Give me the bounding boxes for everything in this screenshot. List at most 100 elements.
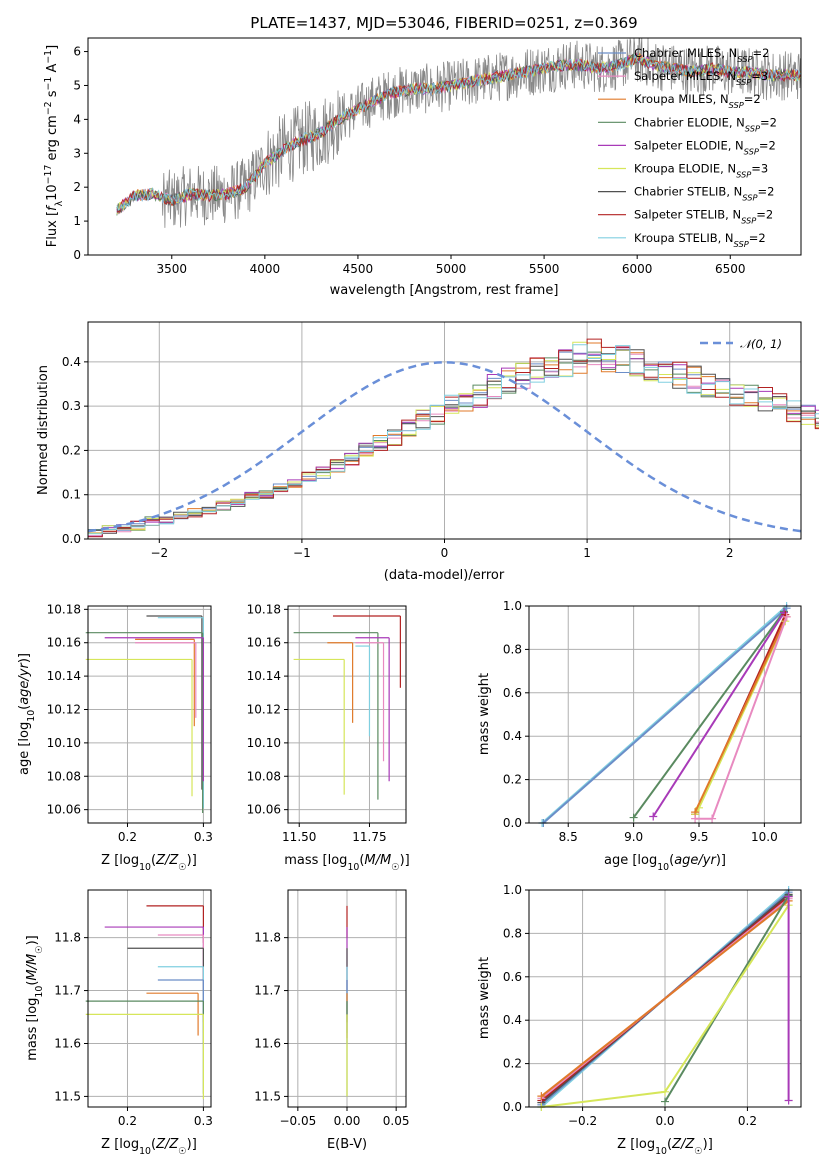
metallicity-age-chart: 0.2 0.3 10.06 10.08 10.10 10.12 10.14 10.16 10.1… [17, 602, 213, 872]
weight-point-marker [784, 1096, 793, 1105]
y-tick-label: 10.14 [47, 669, 81, 683]
legend-label: Chabrier MILES, NSSP=2 [634, 46, 769, 64]
x-tick-label: 6500 [715, 262, 746, 276]
y-tick-label: 0.8 [503, 642, 522, 656]
x-tick-label: 5500 [529, 262, 560, 276]
axes-frame [87, 889, 212, 1108]
x-tick-label: 0.05 [383, 1114, 410, 1128]
age-weight-chart: 8.5 9.0 9.5 10.0 0.0 0.2 0.4 0.6 0.8 1.0 age [log1… [477, 599, 802, 873]
mass-age-chart: 11.50 11.75 10.06 10.08 10.10 10.12 10.14 10.16… [247, 602, 410, 872]
metallicity-mass-chart: 0.2 0.3 11.5 11.6 11.7 11.8 Z [log10(Z/Z☉)] mas… [25, 889, 213, 1157]
y-tick-label: 1 [73, 214, 81, 228]
y-tick-label: 0.4 [503, 1013, 522, 1027]
legend-label: Kroupa ELODIE, NSSP=3 [634, 162, 768, 180]
y-tick-label: 2 [73, 180, 81, 194]
x-axis-label: Z [log10(Z/Z☉)] [101, 853, 197, 873]
y-tick-label: 0.6 [503, 686, 522, 700]
y-tick-label: 0.6 [503, 970, 522, 984]
legend: Chabrier MILES, NSSP=2 Salpeter MILES, NS… [598, 46, 777, 249]
plot-area [85, 615, 205, 813]
weight-line-chabrier-miles [542, 607, 788, 824]
y-tick-label: 11.7 [54, 984, 81, 998]
plot-area [538, 602, 791, 827]
x-tick-label: 9.0 [624, 830, 643, 844]
y-axis-label: mass [log10(M/M☉)] [25, 935, 45, 1061]
histogram-chabrier-stelib [88, 349, 819, 534]
y-tick-label: 6 [73, 45, 81, 59]
weight-line-chabrier-elodie [632, 610, 785, 819]
x-tick-label: 4500 [343, 262, 374, 276]
x-tick-label: −0.2 [568, 1114, 597, 1128]
y-tick-label: 10.16 [247, 636, 281, 650]
plot-area [116, 37, 802, 228]
axes-frame [87, 37, 802, 256]
x-tick-label: 0.3 [194, 830, 213, 844]
normal-distribution-curve [87, 361, 802, 533]
axes-frame [87, 605, 212, 824]
x-tick-label: 0 [441, 546, 449, 560]
y-tick-label: 0.0 [503, 816, 522, 830]
y-tick-label: 11.8 [54, 931, 81, 945]
y-tick-label: 0.4 [503, 729, 522, 743]
x-tick-label: −0.05 [279, 1114, 316, 1128]
y-tick-label: 11.6 [254, 1036, 281, 1050]
weight-line-salpeter-elodie [652, 611, 785, 818]
y-tick-label: 10.12 [47, 702, 81, 716]
metallicity-weight-chart: −0.2 0.0 0.2 0.0 0.2 0.4 0.6 0.8 1.0 Z [log10(Z/Z… [477, 883, 802, 1157]
x-axis-label: wavelength [Angstrom, rest frame] [330, 283, 559, 298]
y-tick-label: 0 [73, 248, 81, 262]
residual-histogram-chart: −2 −1 0 1 2 0.0 0.1 0.2 0.3 0.4 (data-model)/error… [36, 321, 819, 583]
weight-point-marker [661, 1087, 669, 1096]
x-axis-label: mass [log10(M/M☉)] [284, 853, 410, 873]
y-tick-label: 10.16 [47, 636, 81, 650]
x-tick-label: 0.2 [738, 1114, 757, 1128]
y-axis-label: mass weight [477, 957, 492, 1039]
y-tick-label: 11.5 [254, 1089, 281, 1103]
y-tick-label: 11.8 [254, 931, 281, 945]
spectrum-chart: 3500 4000 4500 5000 5500 6000 6500 0 1 2 3 4 5 6 PLATE… [43, 14, 802, 298]
x-tick-label: 11.75 [352, 830, 386, 844]
plot-area [293, 615, 401, 800]
weight-point-marker [661, 1097, 669, 1106]
x-tick-label: 0.2 [118, 1114, 137, 1128]
y-tick-label: 5 [73, 78, 81, 92]
axes-frame [287, 605, 407, 824]
x-axis-label: age [log10(age/yr)] [604, 853, 726, 873]
weight-line-kroupa-miles [694, 616, 788, 813]
y-tick-label: 10.08 [47, 769, 81, 783]
y-tick-label: 11.5 [54, 1089, 81, 1103]
weight-point-marker [782, 612, 791, 621]
y-tick-label: 10.18 [247, 602, 281, 616]
weight-point-marker [691, 814, 700, 823]
y-tick-label: 0.2 [503, 1057, 522, 1071]
y-tick-label: 0.2 [62, 443, 81, 457]
y-tick-label: 10.10 [247, 736, 281, 750]
x-tick-label: 0.00 [334, 1114, 361, 1128]
chart-title: PLATE=1437, MJD=53046, FIBERID=0251, z=0… [250, 14, 637, 32]
legend-label: 𝒩(0, 1) [740, 337, 782, 351]
x-tick-label: −2 [150, 546, 168, 560]
x-tick-label: 0.0 [655, 1114, 674, 1128]
weight-line-kroupa-miles [540, 900, 790, 1097]
extinction-mass-chart: −0.05 0.00 0.05 11.5 11.6 11.7 11.8 E(B-V) [254, 889, 410, 1152]
y-axis-label: Flux [fλ10−17 erg cm−2 s−1 A−1] [43, 45, 65, 247]
legend-label: Salpeter STELIB, NSSP=2 [634, 208, 773, 226]
histogram-kroupa-stelib [88, 344, 819, 535]
axes-frame [528, 605, 802, 824]
y-tick-label: 0.8 [503, 926, 522, 940]
x-tick-label: 0.3 [194, 1114, 213, 1128]
plot-area [537, 886, 793, 1111]
x-tick-label: 2 [726, 546, 734, 560]
y-tick-label: 0.2 [503, 773, 522, 787]
y-tick-label: 0.1 [62, 488, 81, 502]
legend-label: Salpeter MILES, NSSP=3 [634, 69, 768, 87]
y-tick-label: 11.6 [54, 1036, 81, 1050]
y-tick-label: 0.0 [62, 532, 81, 546]
y-axis-label: Normed distribution [36, 365, 51, 495]
x-axis-label: (data-model)/error [384, 568, 505, 583]
histogram-kroupa-miles [88, 342, 819, 534]
weight-point-marker [784, 892, 793, 901]
weight-point-marker [708, 814, 717, 823]
x-tick-label: 9.5 [689, 830, 708, 844]
